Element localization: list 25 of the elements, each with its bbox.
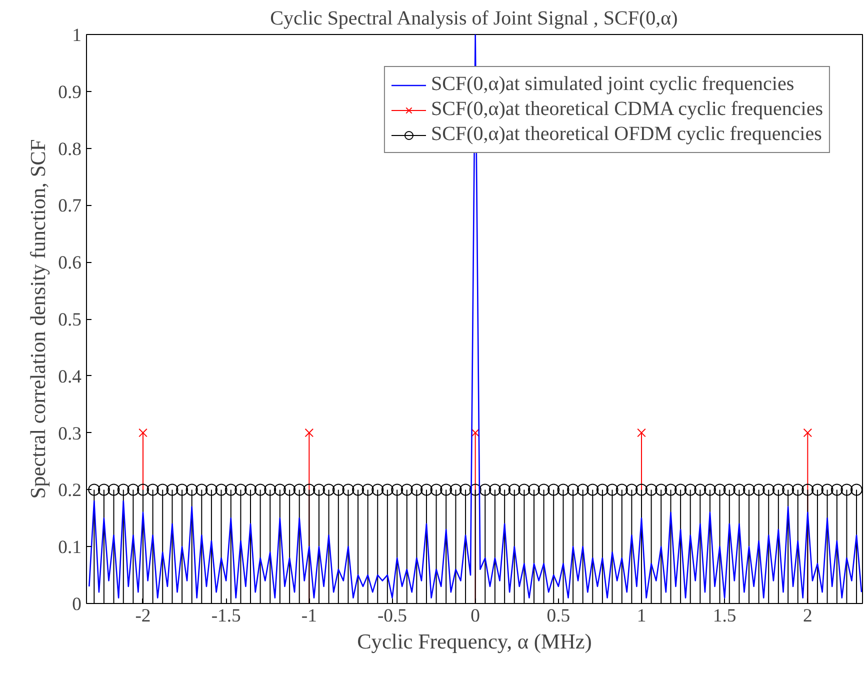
x-tick-label: -2 bbox=[135, 606, 151, 626]
x-tick-label: -1.5 bbox=[211, 606, 241, 626]
x-tick-label: 0 bbox=[470, 606, 480, 626]
y-tick-label: 0.1 bbox=[58, 537, 82, 558]
y-tick-label: 0.6 bbox=[58, 252, 82, 274]
x-tick-label: 0.5 bbox=[546, 606, 570, 626]
legend-label: SCF(0,α)at theoretical CDMA cyclic frequencies bbox=[430, 98, 823, 121]
y-tick-label: 0.5 bbox=[58, 310, 82, 330]
y-tick-label: 0.7 bbox=[58, 196, 82, 217]
y-tick-label: 0.8 bbox=[58, 138, 82, 160]
x-tick-label: 2 bbox=[803, 606, 812, 626]
x-tick-label: 1 bbox=[636, 606, 646, 626]
y-tick-label: 1 bbox=[72, 25, 82, 46]
x-axis-title: Cyclic Frequency, α (MHz) bbox=[357, 630, 592, 654]
y-tick-label: 0.2 bbox=[58, 480, 82, 502]
legend-label: SCF(0,α)at theoretical OFDM cyclic frequencies bbox=[430, 123, 822, 146]
legend-label: SCF(0,α)at simulated joint cyclic frequencies bbox=[430, 73, 794, 96]
x-tick-label: -1 bbox=[301, 606, 317, 626]
y-tick-label: 0.3 bbox=[58, 423, 82, 444]
y-axis-title: Spectral correlation density function, SCF bbox=[26, 139, 50, 499]
y-tick-label: 0.9 bbox=[58, 82, 82, 103]
y-tick-label: 0.4 bbox=[58, 366, 82, 388]
x-tick-label: -0.5 bbox=[377, 606, 408, 626]
x-tick-label: 1.5 bbox=[712, 606, 736, 626]
chart-title: Cyclic Spectral Analysis of Joint Signal , SCF(0,α) bbox=[270, 8, 678, 30]
